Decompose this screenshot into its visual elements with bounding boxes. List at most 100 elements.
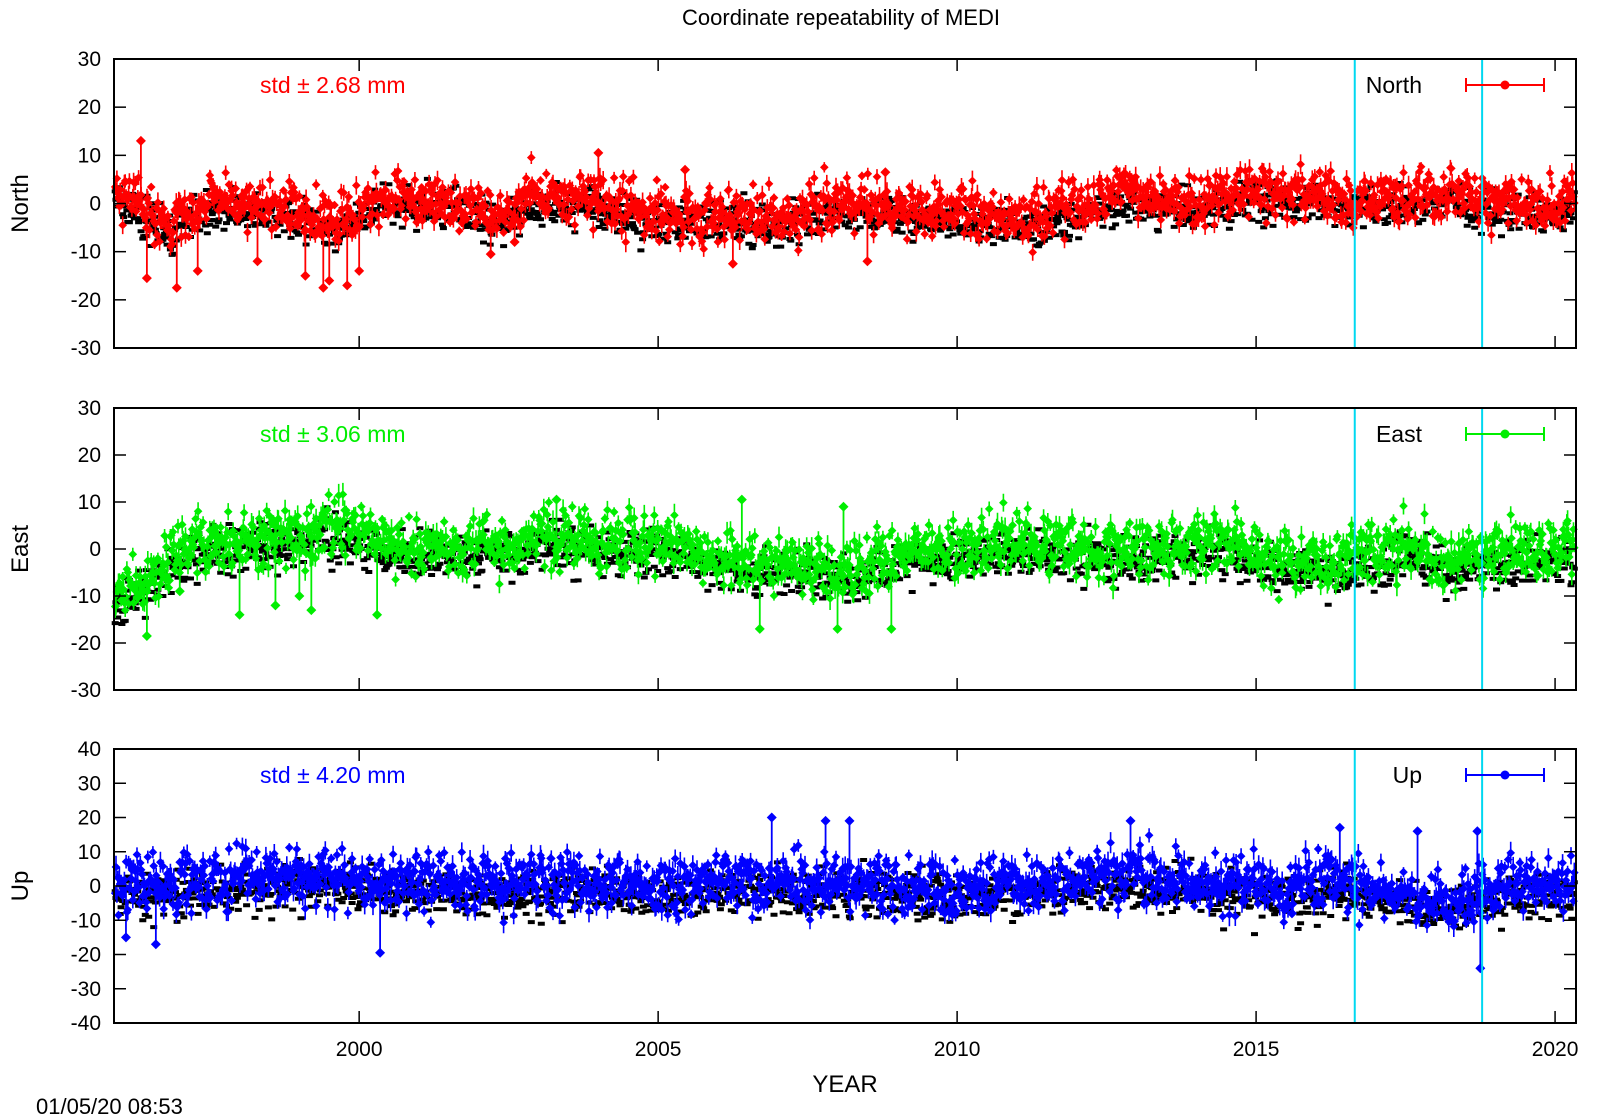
up-legend: Up <box>1393 762 1545 788</box>
y-tick-label: 20 <box>78 444 101 467</box>
up-plot-frame <box>113 748 1577 1024</box>
x-tick-labels: 2000 2005 2010 2015 2020 <box>336 1038 1579 1061</box>
outlier-point <box>1125 815 1136 826</box>
y-tick-label: 40 <box>78 738 101 761</box>
north-legend-label: North <box>1366 72 1422 98</box>
outlier-point <box>375 947 386 958</box>
x-tick-label: 2020 <box>1532 1038 1579 1061</box>
east-legend: East <box>1376 421 1545 447</box>
outlier-point <box>150 939 161 950</box>
outlier-point <box>1472 826 1483 837</box>
y-tick-label: 30 <box>78 48 101 71</box>
north-plot-frame <box>113 58 1577 349</box>
outlier-point <box>171 282 182 293</box>
y-tick-label: 20 <box>78 96 101 119</box>
north-red-series <box>110 135 1579 293</box>
y-tick-label: -30 <box>71 337 101 360</box>
legend-marker <box>1500 429 1510 439</box>
outlier-point <box>820 815 831 826</box>
north-marker-lines <box>1353 59 1484 348</box>
y-tick-label: 10 <box>78 491 101 514</box>
outlier-point <box>736 494 747 505</box>
outlier-point <box>120 932 131 943</box>
y-tick-label: 10 <box>78 841 101 864</box>
outlier-point <box>509 237 520 248</box>
y-tick-label: 0 <box>89 875 101 898</box>
series-points <box>110 482 1579 618</box>
north-panel: 30 20 10 0 -10 -20 -30 North std ± 2.68 mm Nor… <box>7 48 1579 360</box>
outlier-point <box>1286 908 1297 919</box>
up-axis-label: Up <box>7 871 34 902</box>
outlier-point <box>234 609 245 620</box>
east-panel: 30 20 10 0 -10 -20 -30 East std ± 3.06 mm East <box>7 397 1579 702</box>
outlier-point <box>1334 822 1345 833</box>
timestamp: 01/05/20 08:53 <box>36 1094 183 1119</box>
outlier-point <box>680 164 691 175</box>
outlier-point <box>318 282 329 293</box>
outlier-point <box>485 249 496 260</box>
north-legend-symbol <box>1465 78 1545 92</box>
y-tick-label: 10 <box>78 144 101 167</box>
east-legend-symbol <box>1465 427 1545 441</box>
y-tick-label: 20 <box>78 807 101 830</box>
y-tick-label: -10 <box>71 909 101 932</box>
outlier-point <box>300 270 311 281</box>
chart-title: Coordinate repeatability of MEDI <box>682 5 1000 30</box>
outlier-point <box>192 265 203 276</box>
north-ticks: 30 20 10 0 -10 -20 -30 <box>71 48 1576 360</box>
outlier-point <box>551 494 562 505</box>
x-tick-label: 2015 <box>1233 1038 1280 1061</box>
up-marker-lines <box>1353 749 1484 1023</box>
outlier-point <box>174 586 185 597</box>
up-legend-symbol <box>1465 768 1545 782</box>
outlier-point <box>1475 963 1486 974</box>
x-tick-label: 2000 <box>336 1038 383 1061</box>
up-blue-series <box>110 812 1579 974</box>
outlier-point <box>354 265 365 276</box>
y-tick-label: -20 <box>71 944 101 967</box>
y-tick-label: -10 <box>71 585 101 608</box>
outlier-point <box>766 812 777 823</box>
east-green-series <box>110 482 1579 641</box>
up-panel: 40 30 20 10 0 -10 -20 -30 -40 Up std ± 4.20 mm U… <box>7 738 1579 1035</box>
up-std-label: std ± 4.20 mm <box>260 762 406 788</box>
y-tick-label: -30 <box>71 679 101 702</box>
north-std-label: std ± 2.68 mm <box>260 72 406 98</box>
y-tick-label: -20 <box>71 289 101 312</box>
y-tick-label: -20 <box>71 632 101 655</box>
east-legend-label: East <box>1376 421 1423 447</box>
y-tick-label: 30 <box>78 772 101 795</box>
outlier-point <box>844 815 855 826</box>
y-tick-label: -10 <box>71 241 101 264</box>
series-points <box>110 828 1579 937</box>
outlier-point <box>141 273 152 284</box>
outlier-point <box>270 600 281 611</box>
x-axis-label: YEAR <box>812 1071 877 1098</box>
y-tick-label: 30 <box>78 397 101 420</box>
series-points <box>110 151 1579 261</box>
outlier-point <box>1412 826 1423 837</box>
outlier-point <box>252 256 263 267</box>
outlier-point <box>838 501 849 512</box>
up-ticks: 40 30 20 10 0 -10 -20 -30 -40 <box>71 738 1576 1035</box>
east-axis-label: East <box>7 525 34 573</box>
outlier-point <box>754 623 765 634</box>
outlier-point <box>324 275 335 286</box>
outlier-point <box>832 623 843 634</box>
y-tick-label: 0 <box>89 538 101 561</box>
outlier-point <box>342 280 353 291</box>
up-legend-label: Up <box>1393 762 1422 788</box>
legend-marker <box>1500 80 1510 90</box>
x-tick-label: 2005 <box>635 1038 682 1061</box>
y-tick-label: 0 <box>89 193 101 216</box>
y-tick-label: -40 <box>71 1012 101 1035</box>
outlier-point <box>593 147 604 158</box>
east-ticks: 30 20 10 0 -10 -20 -30 <box>71 397 1576 702</box>
outlier-point <box>886 623 897 634</box>
y-tick-label: -30 <box>71 978 101 1001</box>
east-marker-lines <box>1353 408 1484 690</box>
outlier-point <box>880 167 891 178</box>
outlier-point <box>727 258 738 269</box>
outlier-point <box>135 135 146 146</box>
